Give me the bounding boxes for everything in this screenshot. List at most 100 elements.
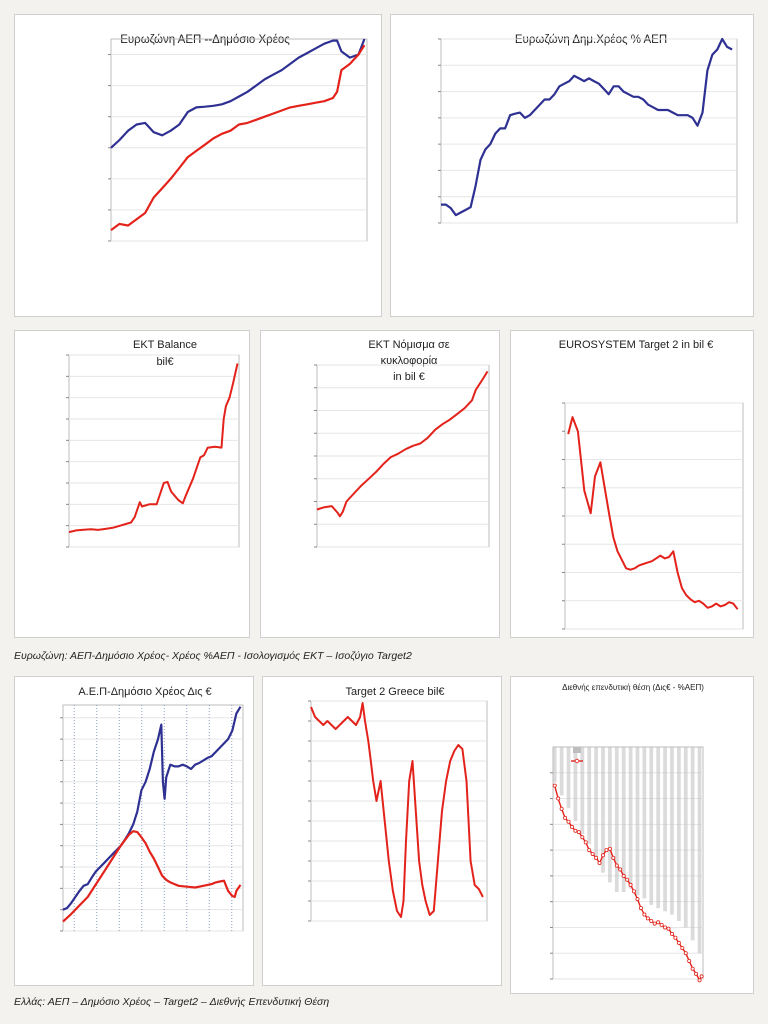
bar (642, 747, 647, 899)
chart-gr-gdp-debt: Α.Ε.Π-Δημόσιο Χρέος Δις € (60, 686, 244, 932)
bar (649, 747, 654, 905)
panel-ez-debt-pct: Ευρωζώνη Δημ.Χρέος % ΑΕΠ (390, 14, 754, 317)
series-line-0 (310, 702, 484, 918)
series-line-0 (110, 38, 366, 149)
data-point (680, 946, 685, 951)
chart-target2-eurosystem: EUROSYSTEM Target 2 in bil € (559, 339, 744, 630)
data-point (618, 867, 623, 872)
data-point (590, 851, 595, 856)
chart-title: Α.Ε.Π-Δημόσιο Χρέος Δις € (78, 686, 211, 698)
data-point (583, 840, 588, 845)
data-point (649, 918, 654, 923)
plot-area (110, 38, 368, 242)
data-point (635, 897, 640, 902)
data-point (559, 806, 564, 811)
data-point (676, 940, 681, 945)
panel-gr-target2: Target 2 Greece bil€ (262, 676, 502, 986)
data-point (666, 926, 671, 931)
data-point (625, 877, 630, 882)
bar (614, 747, 619, 892)
data-point (683, 951, 688, 956)
data-point (690, 966, 695, 971)
plot-area (310, 700, 488, 922)
data-point (556, 796, 561, 801)
data-point (580, 835, 585, 840)
series-line-0 (567, 416, 739, 610)
data-point (601, 853, 606, 858)
bar (552, 747, 557, 783)
caption-eurozone: Ευρωζώνη: ΑΕΠ-Δημόσιο Χρέος- Χρέος %ΑΕΠ … (14, 650, 412, 662)
bar (594, 747, 598, 860)
bar (559, 747, 564, 796)
panel-ecb-currency: ΕΚΤ Νόμισμα σε κυκλοφορία in bil € (260, 330, 500, 638)
data-point (569, 824, 574, 829)
chart-subtitle: bil€ (156, 356, 173, 368)
data-point (687, 958, 692, 963)
data-point (563, 815, 568, 820)
chart-title: Διεθνής επενδυτική θέση (Δις€ - %ΑΕΠ) (562, 683, 704, 692)
data-point (652, 921, 657, 926)
data-point (614, 863, 619, 868)
panel-ez-gdp-debt: Ευρωζώνη ΑΕΠ --Δημόσιο Χρέος (14, 14, 382, 317)
data-point (645, 916, 650, 921)
data-point (669, 931, 674, 936)
panel-ecb-balance: EKT Balance bil€ (14, 330, 250, 638)
chart-title: EKT Balance (133, 339, 197, 351)
chart-title: Ευρωζώνη ΑΕΠ --Δημόσιο Χρέος (120, 34, 290, 46)
bar (670, 747, 674, 915)
data-point (697, 978, 702, 983)
data-point (611, 855, 616, 860)
bar (635, 747, 640, 896)
data-point (594, 855, 599, 860)
chart-ez-gdp-debt: Ευρωζώνη ΑΕΠ --Δημόσιο Χρέος (108, 34, 368, 242)
data-point (638, 906, 643, 911)
data-point (659, 922, 664, 927)
bar (628, 747, 633, 889)
chart-title: Target 2 Greece bil€ (345, 686, 444, 698)
data-point (663, 925, 668, 930)
series-line-0 (68, 363, 239, 534)
data-point (621, 873, 626, 878)
bar (580, 747, 585, 834)
chart-ez-debt-pct: Ευρωζώνη Δημ.Χρέος % ΑΕΠ (438, 34, 738, 224)
bar (566, 747, 571, 809)
series-line-1 (62, 830, 242, 923)
chart-title: EUROSYSTEM Target 2 in bil € (559, 339, 713, 351)
chart-title: Ευρωζώνη Δημ.Χρέος % ΑΕΠ (515, 34, 667, 46)
caption-greece: Ελλάς: ΑΕΠ – Δημόσιο Χρέος – Target2 – Δ… (14, 996, 330, 1008)
bar (621, 747, 626, 892)
data-point (694, 971, 699, 976)
data-point (699, 974, 704, 979)
plot-area (68, 354, 240, 548)
bar (573, 747, 578, 822)
data-point (673, 935, 678, 940)
data-point (566, 819, 571, 824)
panel-target2-eurosystem: EUROSYSTEM Target 2 in bil € (510, 330, 754, 638)
bar (608, 747, 612, 883)
series-line-1 (110, 44, 366, 231)
data-point (607, 846, 612, 851)
plot-area (440, 38, 738, 224)
data-point (604, 848, 609, 853)
chart-ecb-balance: EKT Balance bil€ (66, 339, 240, 548)
bar (683, 747, 688, 928)
data-point (632, 889, 637, 894)
chart-title-line-3: in bil € (393, 371, 425, 383)
series-line-0 (62, 706, 242, 911)
data-point (576, 830, 581, 835)
chart-title-line-1: ΕΚΤ Νόμισμα σε (368, 339, 449, 351)
chart-gr-iip: Διεθνής επενδυτική θέση (Δις€ - %ΑΕΠ) (550, 683, 704, 983)
bar (601, 747, 605, 873)
series-line-0 (316, 370, 489, 518)
bar (697, 747, 702, 954)
data-point (642, 912, 647, 917)
chart-title-line-2: κυκλοφορία (381, 355, 438, 367)
data-point (597, 860, 602, 865)
panel-gr-iip: Διεθνής επενδυτική θέση (Δις€ - %ΑΕΠ) (510, 676, 754, 994)
legend-swatch (573, 747, 581, 753)
bar (656, 747, 661, 909)
data-point (573, 828, 578, 833)
data-point (628, 882, 633, 887)
panel-gr-gdp-debt: Α.Ε.Π-Δημόσιο Χρέος Δις € (14, 676, 254, 986)
data-point (552, 783, 557, 788)
